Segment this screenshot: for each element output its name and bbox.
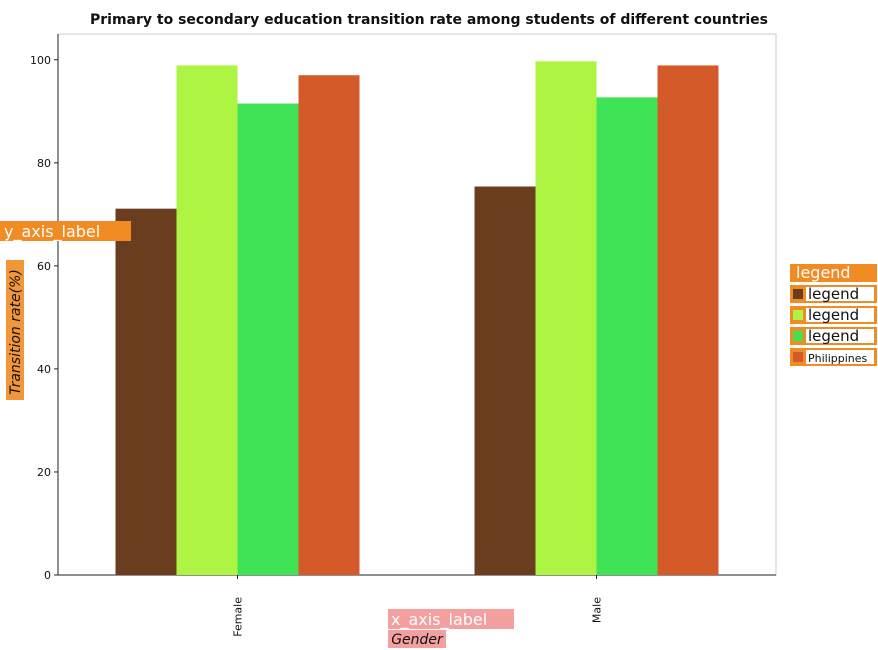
legend-label: legend	[808, 306, 859, 324]
x-axis-tag: x_axis_label	[391, 610, 487, 630]
y-axis-label: Transition rate(%)	[8, 269, 24, 395]
bar-2-male	[535, 61, 597, 575]
x-tick-label: Male	[591, 597, 604, 623]
legend-entry-box	[806, 287, 874, 301]
x-axis-tag-box	[388, 609, 514, 629]
bar-1-male	[474, 186, 536, 575]
y-tick-label: 100	[30, 54, 51, 67]
legend-label: Philippines	[808, 352, 868, 365]
plot-area: 0 20 40 60 80 100 Female Male	[30, 33, 777, 637]
legend-label: legend	[796, 263, 851, 282]
legend-entry-box	[806, 350, 874, 364]
x-axis-label-group: x_axis_label Gender	[388, 609, 514, 648]
chart-title: Primary to secondary education transitio…	[90, 12, 768, 28]
legend: legend legend legend legend Philippines	[790, 263, 877, 366]
y-ticks: 0 20 40 60 80 100	[30, 54, 58, 582]
y-tick-label: 40	[37, 363, 51, 376]
y-tick-label: 20	[37, 466, 51, 479]
bar-4-female	[298, 75, 360, 575]
legend-tag-box	[790, 264, 877, 282]
legend-entry-box	[806, 329, 874, 343]
y-axis-label-box	[6, 260, 24, 400]
bar-1-female	[115, 208, 177, 575]
legend-swatch	[793, 352, 803, 362]
legend-swatch	[793, 289, 803, 299]
y-tick-label: 60	[37, 260, 51, 273]
legend-swatch	[793, 310, 803, 320]
x-axis-label: Gender	[391, 632, 444, 648]
legend-swatch	[793, 331, 803, 341]
y-tick-label: 80	[37, 157, 51, 170]
legend-label: legend	[808, 327, 859, 345]
y-axis-tag: y_axis_label	[4, 222, 100, 242]
bar-2-female	[176, 65, 238, 575]
y-axis-tag-box	[0, 221, 131, 241]
y-axis-label-group: y_axis_label Transition rate(%)	[0, 221, 131, 400]
legend-label: legend	[808, 285, 859, 303]
legend-entry-box	[806, 308, 874, 322]
bars	[115, 61, 719, 576]
bar-4-male	[657, 65, 719, 575]
x-tick-label: Female	[232, 597, 245, 637]
x-axis-label-box	[388, 630, 446, 648]
x-ticks: Female Male	[232, 575, 604, 637]
bar-3-male	[596, 97, 658, 576]
y-tick-label: 0	[44, 569, 51, 582]
bar-3-female	[237, 103, 299, 576]
